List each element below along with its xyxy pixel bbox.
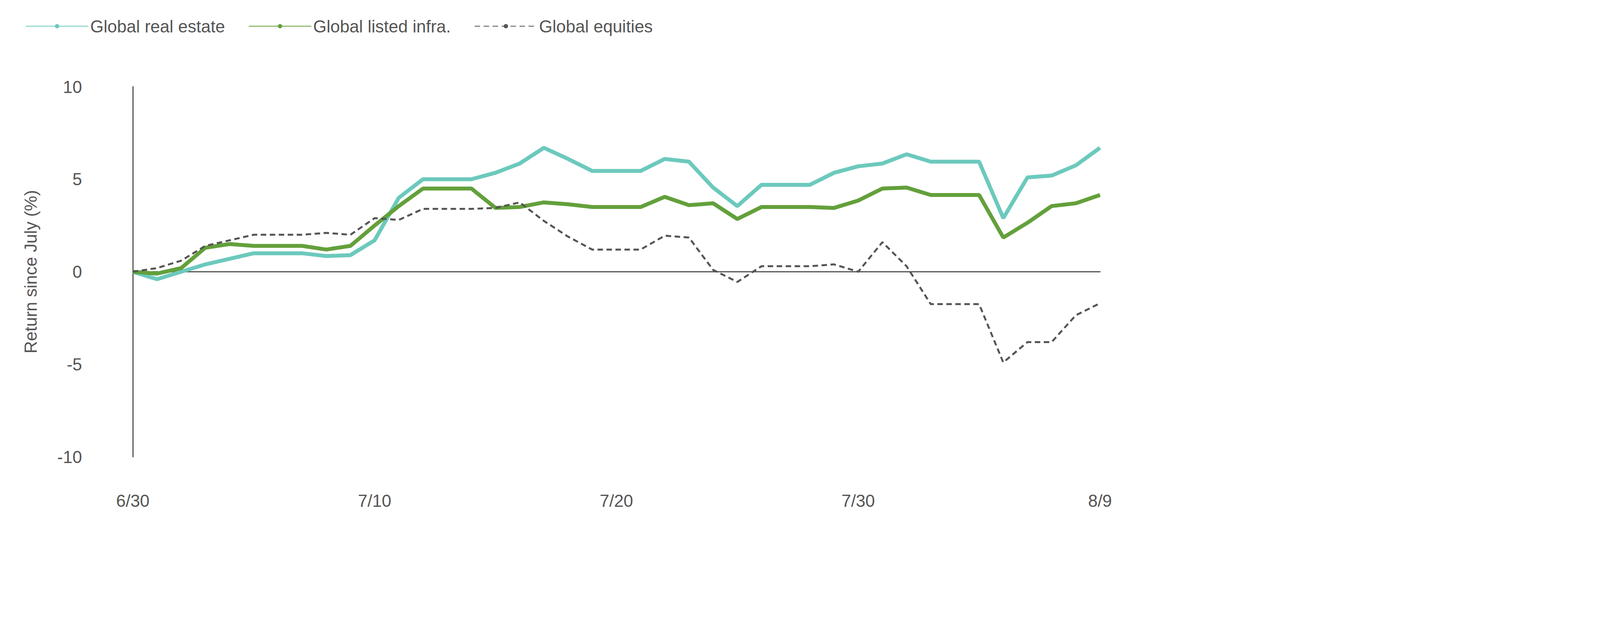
svg-text:10: 10 bbox=[62, 77, 83, 97]
svg-text:5: 5 bbox=[72, 169, 83, 189]
svg-text:7/10: 7/10 bbox=[357, 491, 392, 511]
svg-text:-5: -5 bbox=[66, 354, 83, 374]
svg-text:Return since July (%): Return since July (%) bbox=[21, 189, 41, 354]
svg-text:Global real estate: Global real estate bbox=[90, 16, 225, 36]
svg-text:7/30: 7/30 bbox=[841, 491, 875, 511]
svg-text:-10: -10 bbox=[57, 447, 83, 467]
svg-text:7/20: 7/20 bbox=[599, 491, 634, 511]
svg-text:0: 0 bbox=[72, 262, 83, 282]
svg-text:Global equities: Global equities bbox=[539, 16, 653, 36]
svg-text:Global listed infra.: Global listed infra. bbox=[313, 16, 451, 36]
svg-text:6/30: 6/30 bbox=[116, 491, 150, 511]
svg-text:8/9: 8/9 bbox=[1087, 491, 1112, 511]
